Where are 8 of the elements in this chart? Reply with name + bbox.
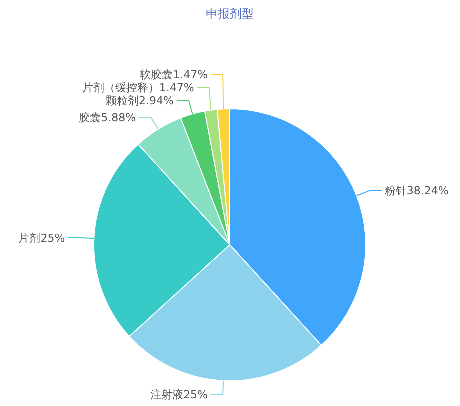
slice-label: 颗粒剂2.94% xyxy=(106,94,174,108)
slice-label: 软胶囊1.47% xyxy=(140,68,208,82)
slice-label: 粉针38.24% xyxy=(384,184,449,198)
slice-label: 胶囊5.88% xyxy=(79,111,136,124)
slice-label: 片剂（缓控释）1.47% xyxy=(82,82,194,95)
slice-label: 片剂25% xyxy=(18,232,66,245)
chart-title: 申报剂型 xyxy=(206,7,254,21)
slice-label: 注射液25% xyxy=(150,388,208,402)
